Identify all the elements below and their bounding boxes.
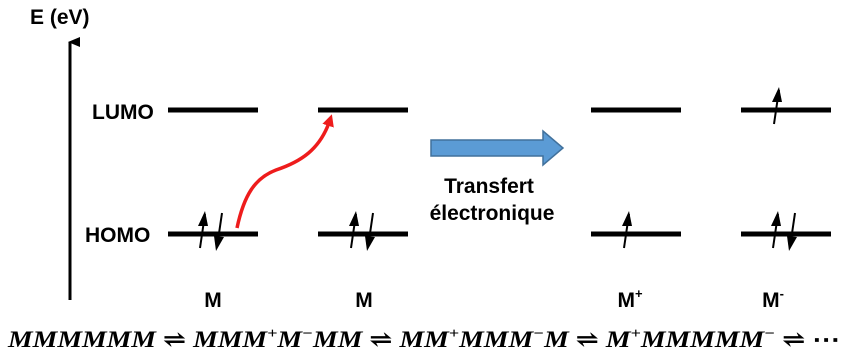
- transfer-label-line1: Transfert: [444, 175, 534, 198]
- transfer-arrow: [430, 129, 565, 167]
- equation-charge: −: [302, 326, 313, 342]
- molecule-label-1: M: [204, 289, 222, 312]
- equation-term: MM: [312, 327, 364, 352]
- molecule-3-levels: [591, 107, 681, 249]
- electron-pair-2: [349, 211, 375, 251]
- equation-term: MM: [398, 327, 450, 352]
- homo-label: HOMO: [85, 224, 150, 247]
- equation-charge: −: [533, 326, 544, 342]
- energy-axis-label: E (eV): [30, 6, 90, 29]
- equilibrium-symbol: ⇌: [569, 327, 606, 352]
- single-electron-4: [772, 87, 782, 125]
- equation-term: MMMMM: [640, 327, 766, 352]
- equation-term: MMM: [458, 327, 535, 352]
- equation-term: MMMMMM: [7, 327, 158, 352]
- electron-pair-1: [198, 211, 224, 251]
- equilibrium-symbol: ⇌: [775, 327, 812, 352]
- equation-charge: +: [267, 326, 277, 342]
- electron-pair-4: [771, 211, 797, 251]
- equation-term: M: [276, 327, 304, 352]
- molecule-label-3: M+: [617, 286, 643, 312]
- molecule-4-levels: [741, 87, 831, 251]
- molecule-label-4: M-: [762, 286, 784, 312]
- equation-charge: +: [449, 326, 459, 342]
- equation-term: MMM: [192, 327, 269, 352]
- single-electron-3: [622, 211, 632, 249]
- molecule-1-levels: [168, 107, 258, 251]
- equation-charge: +: [631, 326, 641, 342]
- molecule-2-levels: [318, 107, 408, 251]
- molecule-label-2: M: [355, 289, 373, 312]
- lumo-label: LUMO: [92, 101, 154, 124]
- equation-term: M: [605, 327, 633, 352]
- transfer-label-line2: électronique: [430, 202, 555, 225]
- equation-charge: −: [764, 326, 775, 342]
- equilibrium-symbol: ⇌: [156, 327, 193, 352]
- excitation-arrow: [235, 114, 334, 229]
- equilibrium-equation: MMMMMM ⇌ MMM +M −MM ⇌ MM +MMM −M ⇌ M +MMMMM − …: [7, 326, 840, 352]
- equilibrium-symbol: ⇌: [362, 327, 399, 352]
- equation-ellipsis: ⋯: [812, 327, 840, 352]
- equation-term: M: [543, 327, 571, 352]
